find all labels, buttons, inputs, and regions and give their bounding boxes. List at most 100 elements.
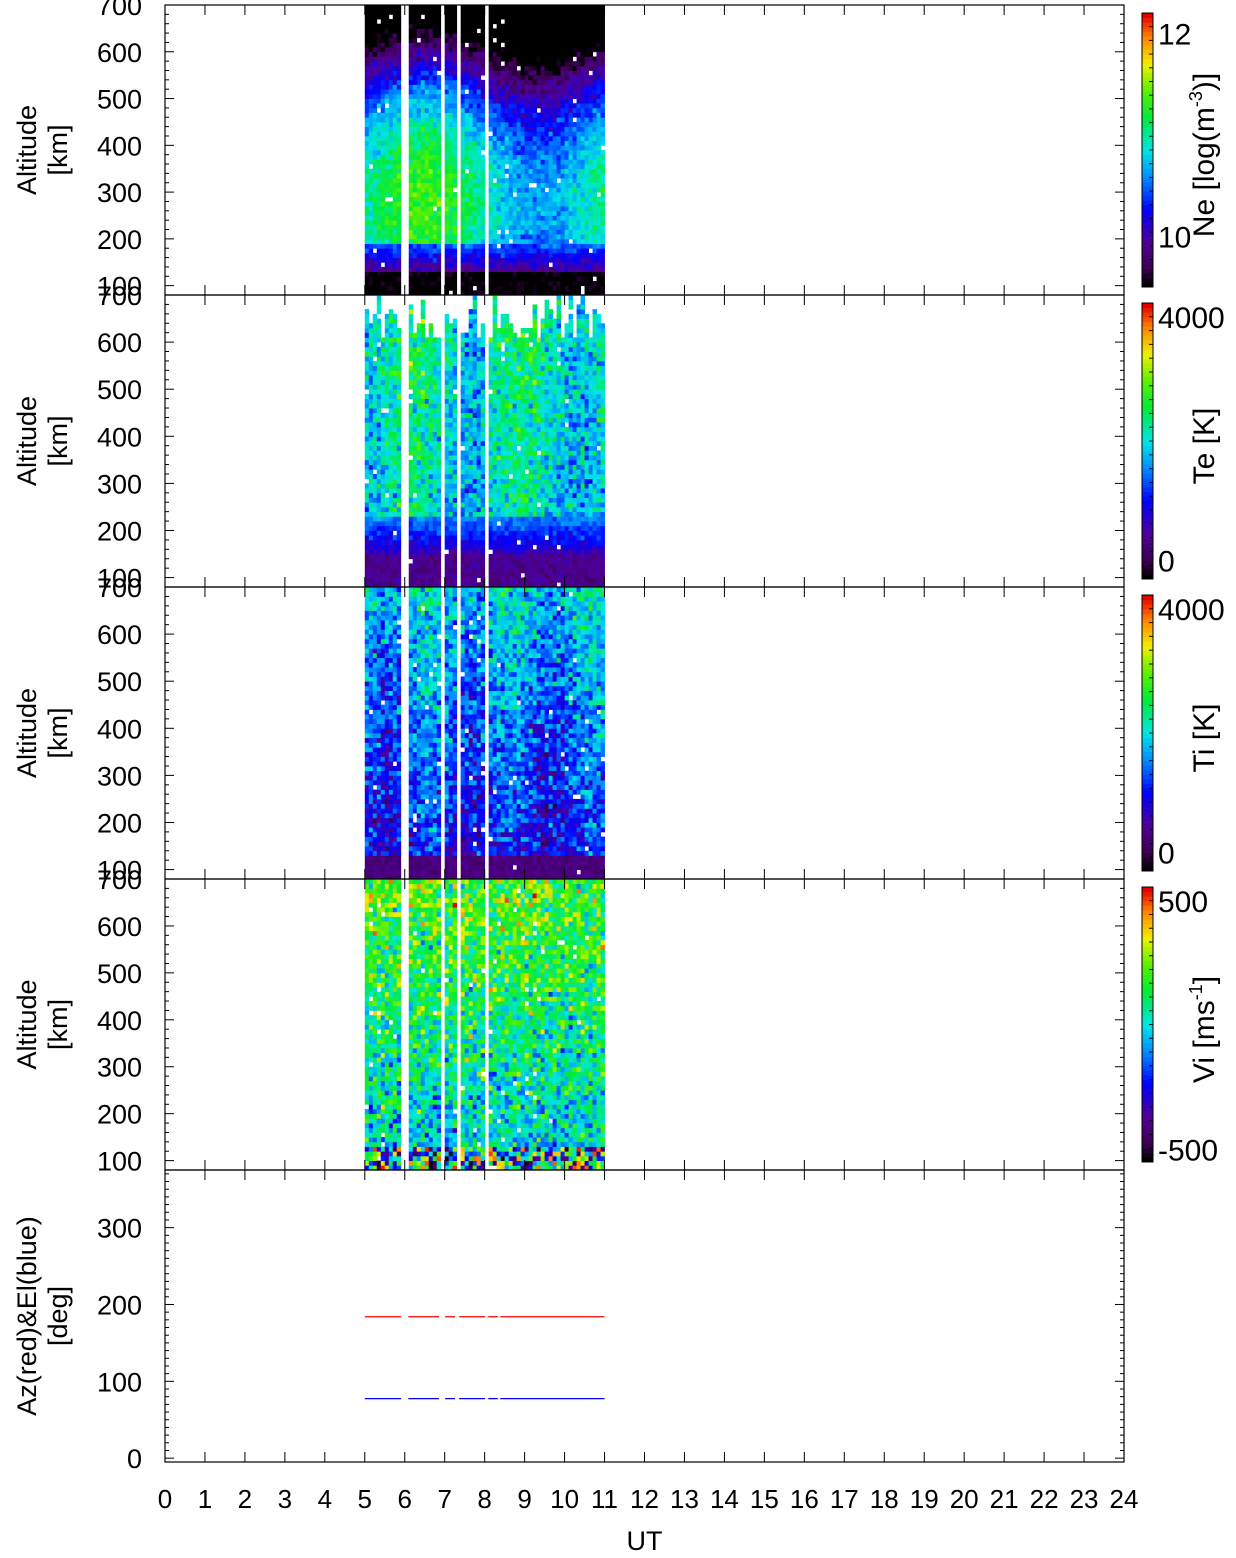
heatmap-cell [428, 398, 434, 404]
heatmap-cell [580, 28, 585, 34]
heatmap-cell [380, 234, 386, 240]
heatmap-cell [380, 516, 386, 522]
heatmap-cell [592, 47, 597, 53]
heatmap-cell [476, 112, 482, 118]
heatmap-cell [504, 220, 510, 226]
heatmap-cell [576, 164, 581, 170]
heatmap-cell [444, 506, 450, 513]
heatmap-cell [452, 544, 458, 550]
heatmap-cell [528, 112, 534, 118]
heatmap-cell [408, 342, 414, 348]
heatmap-cell [372, 318, 378, 324]
heatmap-cell [432, 262, 438, 268]
heatmap-cell [368, 220, 374, 226]
heatmap-cell [380, 84, 386, 90]
heatmap-cell [580, 117, 585, 123]
heatmap-cell [444, 318, 450, 324]
heatmap-cell [444, 154, 450, 160]
heatmap-cell [392, 98, 398, 104]
heatmap-cell [432, 192, 438, 198]
heatmap-cell [444, 525, 450, 531]
heatmap-cell [472, 544, 478, 550]
heatmap-cell [508, 173, 514, 179]
heatmap-cell [364, 79, 370, 85]
heatmap-cell [376, 262, 382, 268]
heatmap-cell [384, 168, 390, 174]
heatmap-cell [416, 351, 422, 357]
heatmap-cell [564, 121, 569, 128]
heatmap-cell [568, 276, 573, 282]
heatmap-cell [464, 112, 470, 118]
heatmap-cell [364, 313, 370, 319]
heatmap-cell [536, 187, 542, 193]
heatmap-cell [568, 28, 573, 34]
heatmap-cell [552, 229, 557, 235]
heatmap-cell [424, 262, 430, 268]
heatmap-cell [516, 201, 522, 207]
heatmap-cell [552, 280, 557, 287]
heatmap-cell [428, 530, 434, 536]
heatmap-cell [500, 220, 506, 226]
heatmap-cell [496, 42, 502, 48]
heatmap-cell [420, 502, 426, 508]
heatmap-cell [496, 126, 502, 132]
heatmap-cell [544, 262, 549, 268]
heatmap-cell [396, 530, 402, 536]
heatmap-cell [592, 145, 597, 151]
heatmap-cell [412, 154, 418, 160]
heatmap-cell [480, 549, 486, 555]
heatmap-cell [592, 192, 597, 198]
heatmap-cell [376, 422, 382, 428]
heatmap-cell [568, 266, 573, 273]
heatmap-cell [432, 280, 438, 287]
heatmap-cell [428, 455, 434, 461]
heatmap-cell [548, 75, 553, 81]
colorbar-swatch [1142, 13, 1153, 19]
heatmap-cell [428, 375, 434, 381]
heatmap-cell [412, 248, 418, 254]
heatmap-cell [520, 159, 526, 165]
heatmap-cell [500, 243, 506, 249]
heatmap-cell [392, 346, 398, 352]
heatmap-cell [436, 98, 442, 104]
heatmap-cell [396, 483, 402, 489]
heatmap-cell [444, 206, 450, 212]
heatmap-cell [508, 61, 514, 67]
heatmap-cell [476, 145, 482, 151]
heatmap-cell [552, 89, 557, 95]
heatmap-cell [408, 14, 414, 20]
heatmap-cell [380, 107, 386, 113]
heatmap-cell [504, 56, 510, 62]
heatmap-cell [496, 140, 502, 146]
colorbar-swatch [1142, 118, 1153, 124]
heatmap-cell [392, 412, 398, 418]
heatmap-cell [444, 28, 450, 34]
heatmap-cell [600, 75, 605, 81]
heatmap-cell [468, 313, 474, 319]
heatmap-cell [468, 107, 474, 113]
heatmap-cell [372, 19, 378, 25]
heatmap-cell [436, 173, 442, 179]
heatmap-cell [548, 173, 553, 179]
heatmap-cell [384, 266, 390, 273]
heatmap-cell [392, 582, 398, 588]
heatmap-cell [428, 117, 434, 123]
heatmap-cell [368, 393, 374, 400]
heatmap-cell [512, 266, 518, 273]
heatmap-cell [432, 506, 438, 513]
heatmap-cell [500, 93, 506, 99]
heatmap-cell [444, 164, 450, 170]
heatmap-cell [384, 210, 390, 216]
heatmap-cell [396, 511, 402, 517]
heatmap-cell [372, 262, 378, 268]
heatmap-cell [532, 154, 538, 160]
heatmap-cell [556, 196, 561, 202]
heatmap-cell [368, 257, 374, 263]
heatmap-cell [576, 56, 581, 62]
heatmap-cell [388, 126, 394, 132]
heatmap-cell [596, 266, 601, 273]
heatmap-cell [392, 107, 398, 113]
heatmap-cell [432, 360, 438, 367]
heatmap-cell [468, 154, 474, 160]
heatmap-cell [592, 98, 597, 104]
